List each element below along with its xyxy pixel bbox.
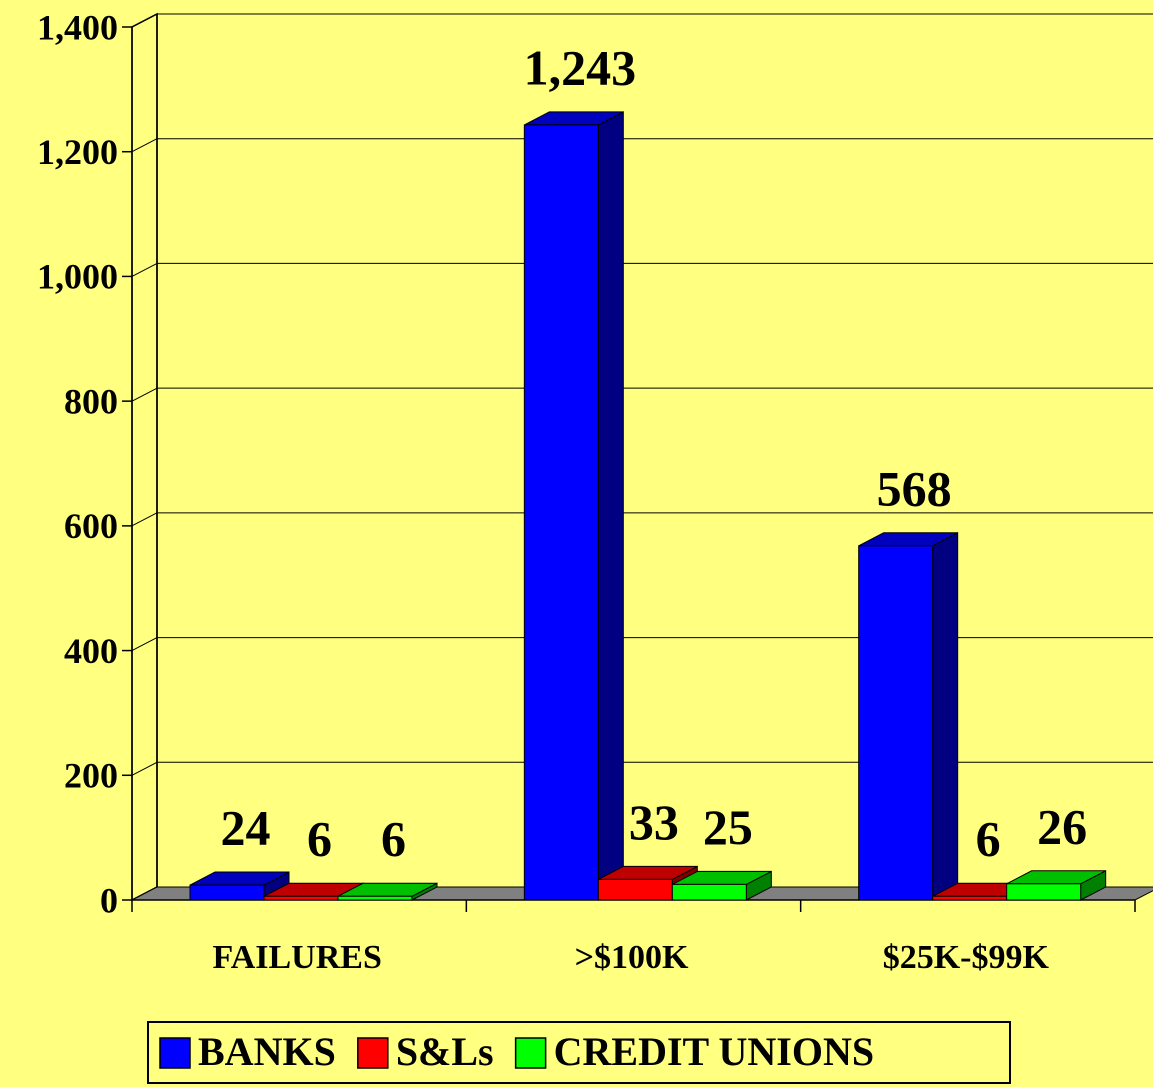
data-label: 1,243	[524, 39, 637, 95]
data-label: 6	[976, 811, 1001, 867]
bar	[337, 895, 413, 901]
grid-line	[131, 138, 158, 153]
legend-label: BANKS	[198, 1029, 336, 1074]
y-tick-label: 600	[64, 506, 118, 546]
y-tick-label: 1,000	[37, 257, 118, 297]
bar	[858, 545, 934, 901]
grid-line	[131, 512, 158, 527]
bar	[671, 883, 747, 901]
grid-line	[131, 637, 158, 652]
bar-side	[597, 111, 624, 901]
legend-swatch	[514, 1037, 547, 1069]
y-tick-label: 0	[100, 880, 118, 920]
grid-line	[131, 13, 158, 28]
data-label: 24	[221, 800, 271, 856]
y-tick-label: 1,400	[37, 7, 118, 47]
bar	[523, 124, 599, 901]
legend-label: S&Ls	[396, 1029, 494, 1074]
y-tick-label: 1,200	[37, 132, 118, 172]
bar	[597, 878, 673, 901]
data-label: 25	[703, 799, 753, 855]
legend-swatch	[357, 1037, 389, 1069]
bar-side	[932, 531, 959, 901]
bar	[932, 895, 1008, 901]
legend-box	[147, 1021, 1011, 1084]
grid-line	[131, 387, 158, 402]
y-tick-label: 400	[64, 631, 118, 671]
back-wall	[131, 12, 158, 902]
data-label: 6	[307, 811, 332, 867]
bar	[1006, 883, 1082, 901]
y-tick-label: 200	[64, 756, 118, 796]
y-tick-label: 800	[64, 381, 118, 421]
data-label: 26	[1037, 798, 1087, 854]
x-tick-label: FAILURES	[212, 939, 381, 976]
grid-line	[131, 262, 158, 277]
legend-label: CREDIT UNIONS	[554, 1029, 874, 1074]
data-label: 33	[629, 794, 679, 850]
legend-swatch	[159, 1037, 191, 1069]
bar	[263, 895, 339, 901]
bar	[189, 884, 265, 901]
grid-line	[131, 761, 158, 776]
data-label: 568	[877, 460, 952, 516]
x-tick-label: >$100K	[575, 939, 689, 976]
data-label: 6	[381, 811, 406, 867]
x-tick-label: $25K-$99K	[883, 939, 1050, 976]
